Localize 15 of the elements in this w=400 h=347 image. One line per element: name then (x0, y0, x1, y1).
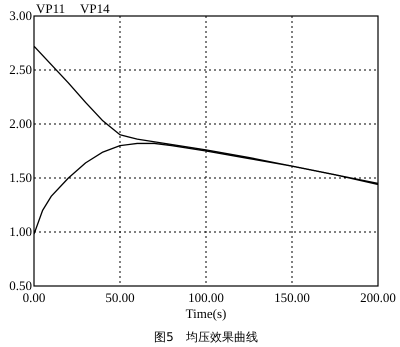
annotation: VP14 (80, 1, 110, 16)
y-tick-label: 0.50 (9, 278, 32, 293)
y-tick-label: 1.00 (9, 224, 32, 239)
text: 图5 均压效果曲线 (154, 330, 258, 344)
y-tick-label: 3.00 (9, 8, 32, 23)
y-tick-label: 2.50 (9, 62, 32, 77)
y-tick-label: 1.50 (9, 170, 32, 185)
x-tick-label: 100.00 (188, 290, 224, 305)
x-tick-label: 200.00 (360, 290, 396, 305)
x-tick-label: 50.00 (105, 290, 135, 305)
x-tick-label: 150.00 (274, 290, 310, 305)
annotation: VP11 (36, 1, 66, 16)
x-axis-title: Time(s) (186, 306, 226, 321)
y-tick-label: 2.00 (9, 116, 32, 131)
x-tick-label: 0.00 (22, 290, 46, 305)
